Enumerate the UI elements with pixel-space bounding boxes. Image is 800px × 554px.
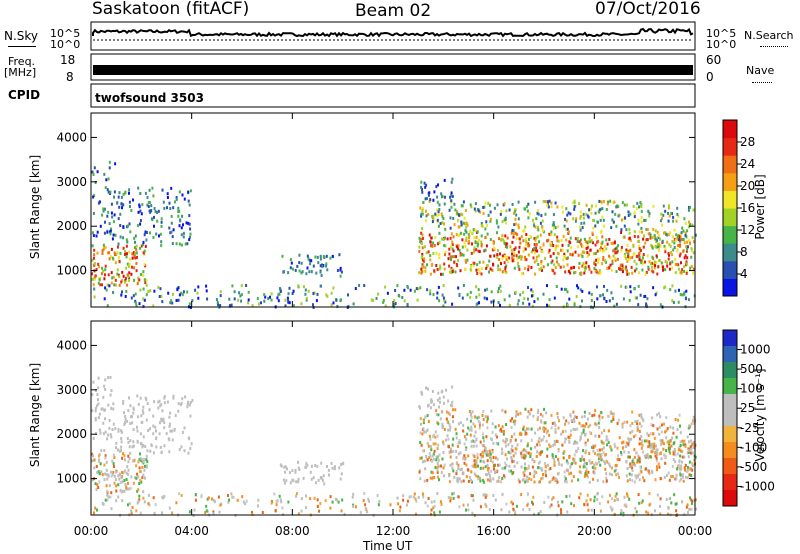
y-tick-label: 2000 <box>56 219 87 233</box>
y-tick-label: 4000 <box>56 130 87 144</box>
colorbar-tick-label: 24 <box>740 157 755 171</box>
freq-strip-frame <box>90 53 696 81</box>
x-tick-label: 04:00 <box>174 524 209 538</box>
nsky-trace <box>92 27 694 41</box>
velocity-colorbar: 1000 500 100 25 -25 -100 -500 -1000 <box>722 329 775 507</box>
power-y-ticks: 1000 2000 3000 4000 <box>56 130 695 278</box>
freq-trace <box>93 65 693 75</box>
velocity-data-field <box>91 375 697 517</box>
y-tick-label: 2000 <box>56 427 87 441</box>
colorbar-tick-label: 500 <box>740 362 763 376</box>
colorbar-tick-label: -100 <box>740 440 767 454</box>
y-tick-label: 1000 <box>56 472 87 486</box>
nsearch-legend-line <box>760 46 788 47</box>
x-tick-label: 00:00 <box>678 524 713 538</box>
x-ticks: 00:00 04:00 08:00 12:00 16:00 20:00 00:00 <box>74 113 713 538</box>
x-tick-label: 16:00 <box>476 524 511 538</box>
velocity-y-ticks: 1000 2000 3000 4000 <box>56 338 695 486</box>
freq-top-tick: 18 <box>60 53 76 67</box>
colorbar-tick-label: 1000 <box>740 343 771 357</box>
colorbar-tick-label: -1000 <box>740 479 775 493</box>
x-tick-label: 12:00 <box>376 524 411 538</box>
freq-bottom-tick: 8 <box>66 70 74 84</box>
nsearch-top-tick: 10^5 <box>706 27 737 40</box>
nave-top-tick: 60 <box>706 53 722 67</box>
colorbar-tick-label: 8 <box>740 245 748 259</box>
nsearch-label: N.Search <box>744 29 794 42</box>
cpid-value: twofsound 3503 <box>95 91 204 105</box>
nsky-legend-line <box>8 46 36 47</box>
colorbar-tick-label: 100 <box>740 382 763 396</box>
nave-label: Nave <box>746 64 775 77</box>
cpid-strip-frame <box>90 83 696 108</box>
station-title: Saskatoon (fitACF) <box>92 0 250 19</box>
power-panel-frame <box>90 112 696 308</box>
colorbar-tick-label: 12 <box>740 223 755 237</box>
beam-title: Beam 02 <box>355 1 432 21</box>
x-axis-label: Time UT <box>363 539 413 553</box>
nsky-strip-frame <box>90 21 696 51</box>
colorbar-tick-label: -25 <box>740 421 760 435</box>
colorbar-tick-label: 28 <box>740 135 755 149</box>
x-tick-label: 20:00 <box>577 524 612 538</box>
x-tick-label: 08:00 <box>275 524 310 538</box>
colorbar-tick-label: 20 <box>740 179 755 193</box>
y-tick-label: 3000 <box>56 175 87 189</box>
freq-label: Freq. <box>8 55 36 68</box>
velocity-panel-frame <box>90 320 696 516</box>
nsky-label: N.Sky <box>4 29 39 43</box>
y-tick-label: 4000 <box>56 338 87 352</box>
nsky-bottom-tick: 10^0 <box>50 38 81 51</box>
colorbar-tick-label: 4 <box>740 267 748 281</box>
power-colorbar: 4 8 12 16 20 24 28 <box>722 119 755 297</box>
y-tick-label: 1000 <box>56 264 87 278</box>
nsky-top-tick: 10^5 <box>50 27 81 40</box>
nsearch-bottom-tick: 10^0 <box>706 38 737 51</box>
y-tick-label: 3000 <box>56 383 87 397</box>
x-tick-label: 00:00 <box>74 524 109 538</box>
nave-legend-line <box>752 82 772 83</box>
colorbar-tick-label: 16 <box>740 201 755 215</box>
cpid-label: CPID <box>8 88 41 102</box>
nave-bottom-tick: 0 <box>706 70 714 84</box>
power-data-field <box>91 160 697 310</box>
date-title: 07/Oct/2016 <box>595 0 701 19</box>
freq-unit-label: [MHz] <box>4 66 37 79</box>
colorbar-tick-label: -500 <box>740 460 767 474</box>
colorbar-tick-label: 25 <box>740 401 755 415</box>
